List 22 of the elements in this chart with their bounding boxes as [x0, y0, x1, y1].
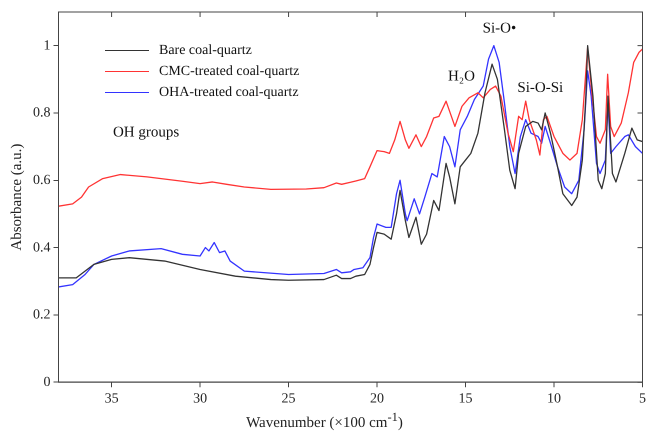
x-tick-label: 25 [282, 391, 296, 406]
legend-label: OHA-treated coal-quartz [159, 84, 299, 102]
annotation: Si-O• [482, 20, 516, 37]
x-tick-label: 30 [193, 391, 208, 406]
annotation: H₂O [448, 68, 476, 85]
y-tick-label: 1 [44, 38, 50, 54]
y-tick-label: 0.2 [33, 308, 50, 323]
y-axis-title: Absorbance (a.u.) [8, 144, 25, 251]
annotation: OH groups [112, 124, 180, 140]
x-axis-title: Wavenumber (×100 cm$^{-1}$) [245, 410, 404, 432]
legend-label: CMC-treated coal-quartz [159, 63, 300, 81]
y-tick-label: 0.4 [33, 240, 50, 256]
y-tick-label: 0.6 [33, 172, 50, 188]
x-tick-label: 20 [370, 391, 384, 406]
legend-label: Bare coal-quartz [159, 42, 252, 60]
x-tick-label: 5 [639, 391, 646, 406]
x-tick-label: 35 [104, 391, 119, 406]
x-tick-label: 10 [547, 391, 562, 406]
y-tick-label: 0.8 [33, 106, 50, 121]
y-tick-label: 0 [44, 374, 50, 390]
x-tick-label: 15 [458, 391, 473, 406]
annotation: Si-O-Si [517, 80, 564, 96]
